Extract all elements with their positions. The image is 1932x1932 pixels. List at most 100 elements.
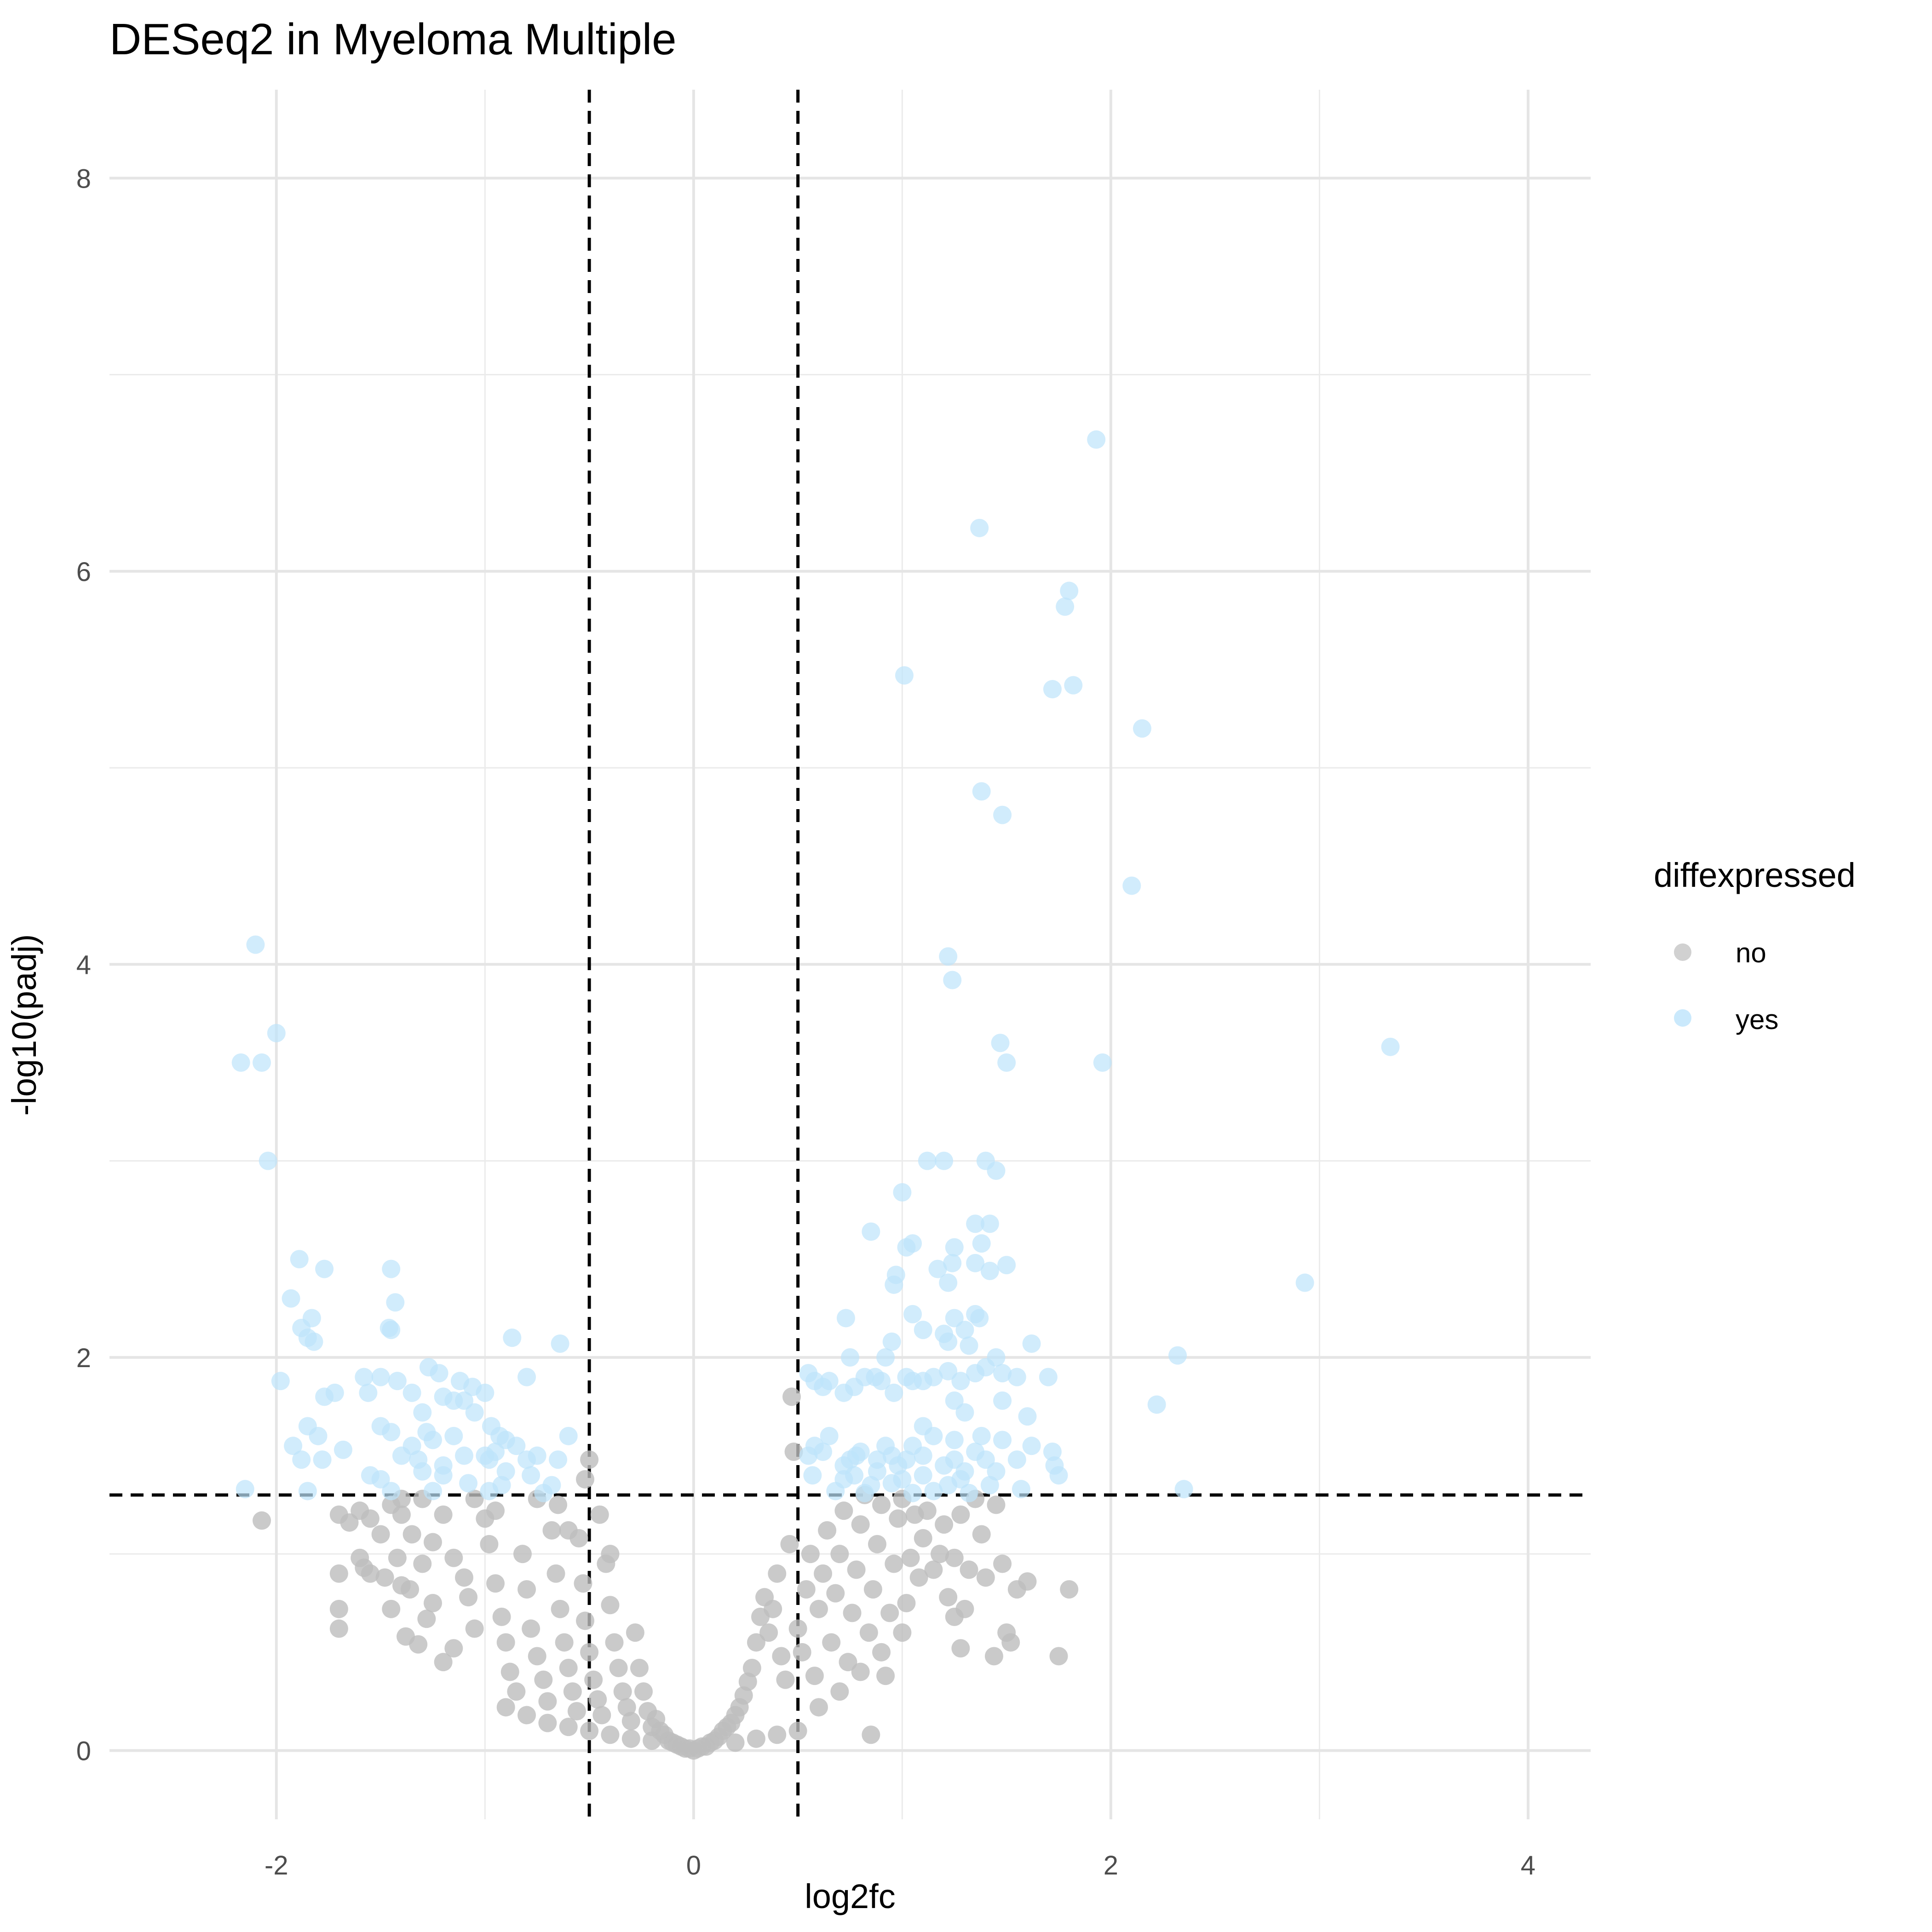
- point-yes: [454, 1446, 473, 1465]
- legend-key-yes: [1674, 1009, 1691, 1027]
- point-yes: [1049, 1466, 1068, 1485]
- point-yes: [454, 1391, 473, 1410]
- point-no: [776, 1670, 795, 1689]
- point-yes: [430, 1364, 448, 1383]
- point-yes: [885, 1383, 903, 1402]
- point-yes: [955, 1403, 974, 1422]
- point-no: [329, 1619, 348, 1638]
- point-yes: [841, 1348, 859, 1367]
- point-no: [486, 1574, 505, 1593]
- point-no: [253, 1511, 271, 1530]
- point-no: [507, 1682, 526, 1701]
- point-yes: [885, 1275, 903, 1294]
- point-no: [590, 1505, 609, 1524]
- point-no: [538, 1714, 557, 1732]
- point-no: [486, 1501, 505, 1520]
- point-yes: [966, 1364, 985, 1383]
- point-no: [496, 1698, 515, 1717]
- point-yes: [413, 1403, 432, 1422]
- point-yes: [955, 1321, 974, 1340]
- point-yes: [1007, 1450, 1026, 1469]
- point-yes: [960, 1336, 978, 1355]
- point-no: [945, 1548, 964, 1567]
- point-yes: [459, 1474, 478, 1493]
- point-yes: [1168, 1346, 1187, 1365]
- point-yes: [507, 1437, 526, 1455]
- point-no: [839, 1653, 857, 1672]
- y-tick-label: 6: [76, 557, 91, 587]
- point-no: [880, 1604, 899, 1622]
- point-no: [563, 1682, 582, 1701]
- point-yes: [862, 1222, 880, 1241]
- point-no: [559, 1718, 578, 1736]
- point-no: [528, 1647, 546, 1666]
- point-yes: [382, 1259, 401, 1278]
- point-yes: [486, 1443, 505, 1461]
- point-no: [801, 1545, 820, 1564]
- point-no: [782, 1387, 801, 1406]
- point-yes: [267, 1024, 286, 1042]
- point-yes: [997, 1256, 1016, 1275]
- point-no: [551, 1599, 569, 1618]
- point-yes: [444, 1426, 463, 1445]
- point-no: [361, 1564, 380, 1583]
- point-yes: [313, 1450, 332, 1469]
- point-no: [329, 1564, 348, 1583]
- point-yes: [893, 1470, 912, 1489]
- point-no: [601, 1596, 620, 1615]
- point-no: [809, 1599, 828, 1618]
- legend-label-no: no: [1736, 937, 1766, 968]
- point-yes: [302, 1309, 321, 1328]
- point-no: [480, 1535, 499, 1553]
- point-yes: [231, 1053, 250, 1072]
- point-no: [634, 1682, 653, 1701]
- point-no: [851, 1515, 870, 1534]
- point-no: [784, 1443, 803, 1461]
- point-yes: [423, 1482, 442, 1501]
- point-yes: [943, 971, 962, 989]
- point-no: [768, 1564, 787, 1583]
- point-no: [747, 1729, 765, 1748]
- x-tick-label: -2: [264, 1851, 288, 1880]
- y-tick-label: 2: [76, 1343, 91, 1373]
- point-no: [580, 1450, 599, 1469]
- point-yes: [236, 1480, 254, 1499]
- point-yes: [528, 1446, 546, 1465]
- point-no: [555, 1633, 574, 1652]
- point-yes: [1022, 1334, 1041, 1353]
- point-no: [559, 1659, 578, 1677]
- point-no: [809, 1698, 828, 1717]
- point-no: [513, 1545, 532, 1564]
- point-no: [329, 1599, 348, 1618]
- point-yes: [820, 1372, 839, 1391]
- legend: diffexpressed no yes: [1654, 856, 1856, 1035]
- legend-label-yes: yes: [1736, 1004, 1778, 1035]
- point-yes: [997, 1053, 1016, 1072]
- point-yes: [549, 1450, 568, 1469]
- point-no: [542, 1521, 561, 1540]
- point-yes: [826, 1482, 845, 1501]
- point-yes: [987, 1462, 1006, 1481]
- point-yes: [991, 1034, 1010, 1052]
- point-yes: [1087, 430, 1106, 449]
- point-no: [885, 1554, 903, 1573]
- point-no: [726, 1733, 745, 1752]
- point-yes: [914, 1446, 932, 1465]
- point-yes: [359, 1383, 378, 1402]
- point-yes: [253, 1053, 271, 1072]
- point-no: [601, 1725, 620, 1744]
- point-no: [830, 1682, 849, 1701]
- point-no: [388, 1548, 407, 1567]
- point-yes: [876, 1348, 895, 1367]
- point-yes: [1064, 676, 1083, 695]
- point-yes: [966, 1214, 985, 1233]
- point-no: [909, 1568, 928, 1587]
- point-yes: [966, 1305, 985, 1323]
- point-no: [851, 1662, 870, 1681]
- point-yes: [976, 1450, 995, 1469]
- point-no: [826, 1584, 845, 1603]
- point-no: [1001, 1633, 1020, 1652]
- point-yes: [851, 1443, 870, 1461]
- point-no: [609, 1659, 628, 1677]
- point-no: [931, 1545, 949, 1564]
